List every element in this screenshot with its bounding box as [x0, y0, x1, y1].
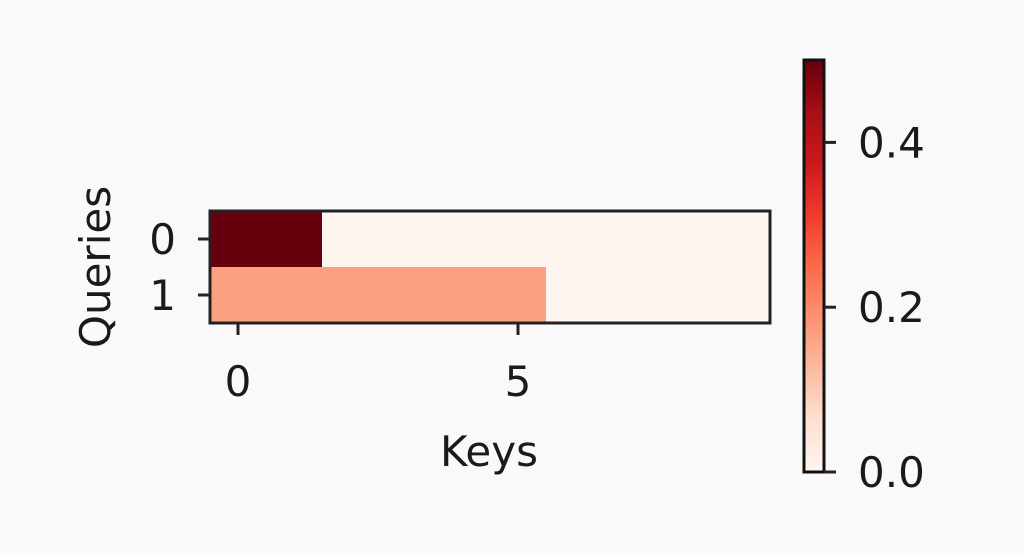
heatmap-cell: [434, 267, 491, 324]
heatmap-cell: [546, 267, 603, 324]
y-axis-ticks: 01: [149, 215, 210, 320]
heatmap-frame: [208, 209, 772, 325]
heatmap-cell: [490, 211, 547, 268]
y-axis-label: Queries: [71, 186, 120, 348]
heatmap-cell: [266, 267, 323, 324]
heatmap-cell: [546, 211, 603, 268]
heatmap-cell: [210, 267, 267, 324]
heatmap-cell: [434, 211, 491, 268]
colorbar-tick-label: 0.4: [858, 118, 925, 167]
heatmap-cell: [658, 211, 715, 268]
x-axis-label: Keys: [440, 427, 538, 476]
heatmap-cell: [602, 211, 659, 268]
heatmap-cell: [490, 267, 547, 324]
colorbar-ticks: 0.0 0.2 0.4: [824, 118, 925, 497]
y-tick-label: 0: [149, 215, 176, 264]
colorbar-tick-label: 0.0: [858, 448, 925, 497]
heatmap-cell: [378, 267, 435, 324]
heatmap-cell: [378, 211, 435, 268]
heatmap-cell: [602, 267, 659, 324]
y-tick-label: 1: [149, 271, 176, 320]
heatmap-cell: [322, 211, 379, 268]
x-tick-label: 5: [505, 357, 532, 406]
x-tick-label: 0: [225, 357, 252, 406]
colorbar: [802, 58, 826, 474]
heatmap-cell: [266, 211, 323, 268]
colorbar-tick-label: 0.2: [858, 283, 925, 332]
heatmap-cells: [210, 211, 771, 324]
heatmap-cell: [322, 267, 379, 324]
heatmap-cell: [658, 267, 715, 324]
heatmap-cell: [210, 211, 267, 268]
heatmap-cell: [714, 211, 771, 268]
heatmap-cell: [714, 267, 771, 324]
